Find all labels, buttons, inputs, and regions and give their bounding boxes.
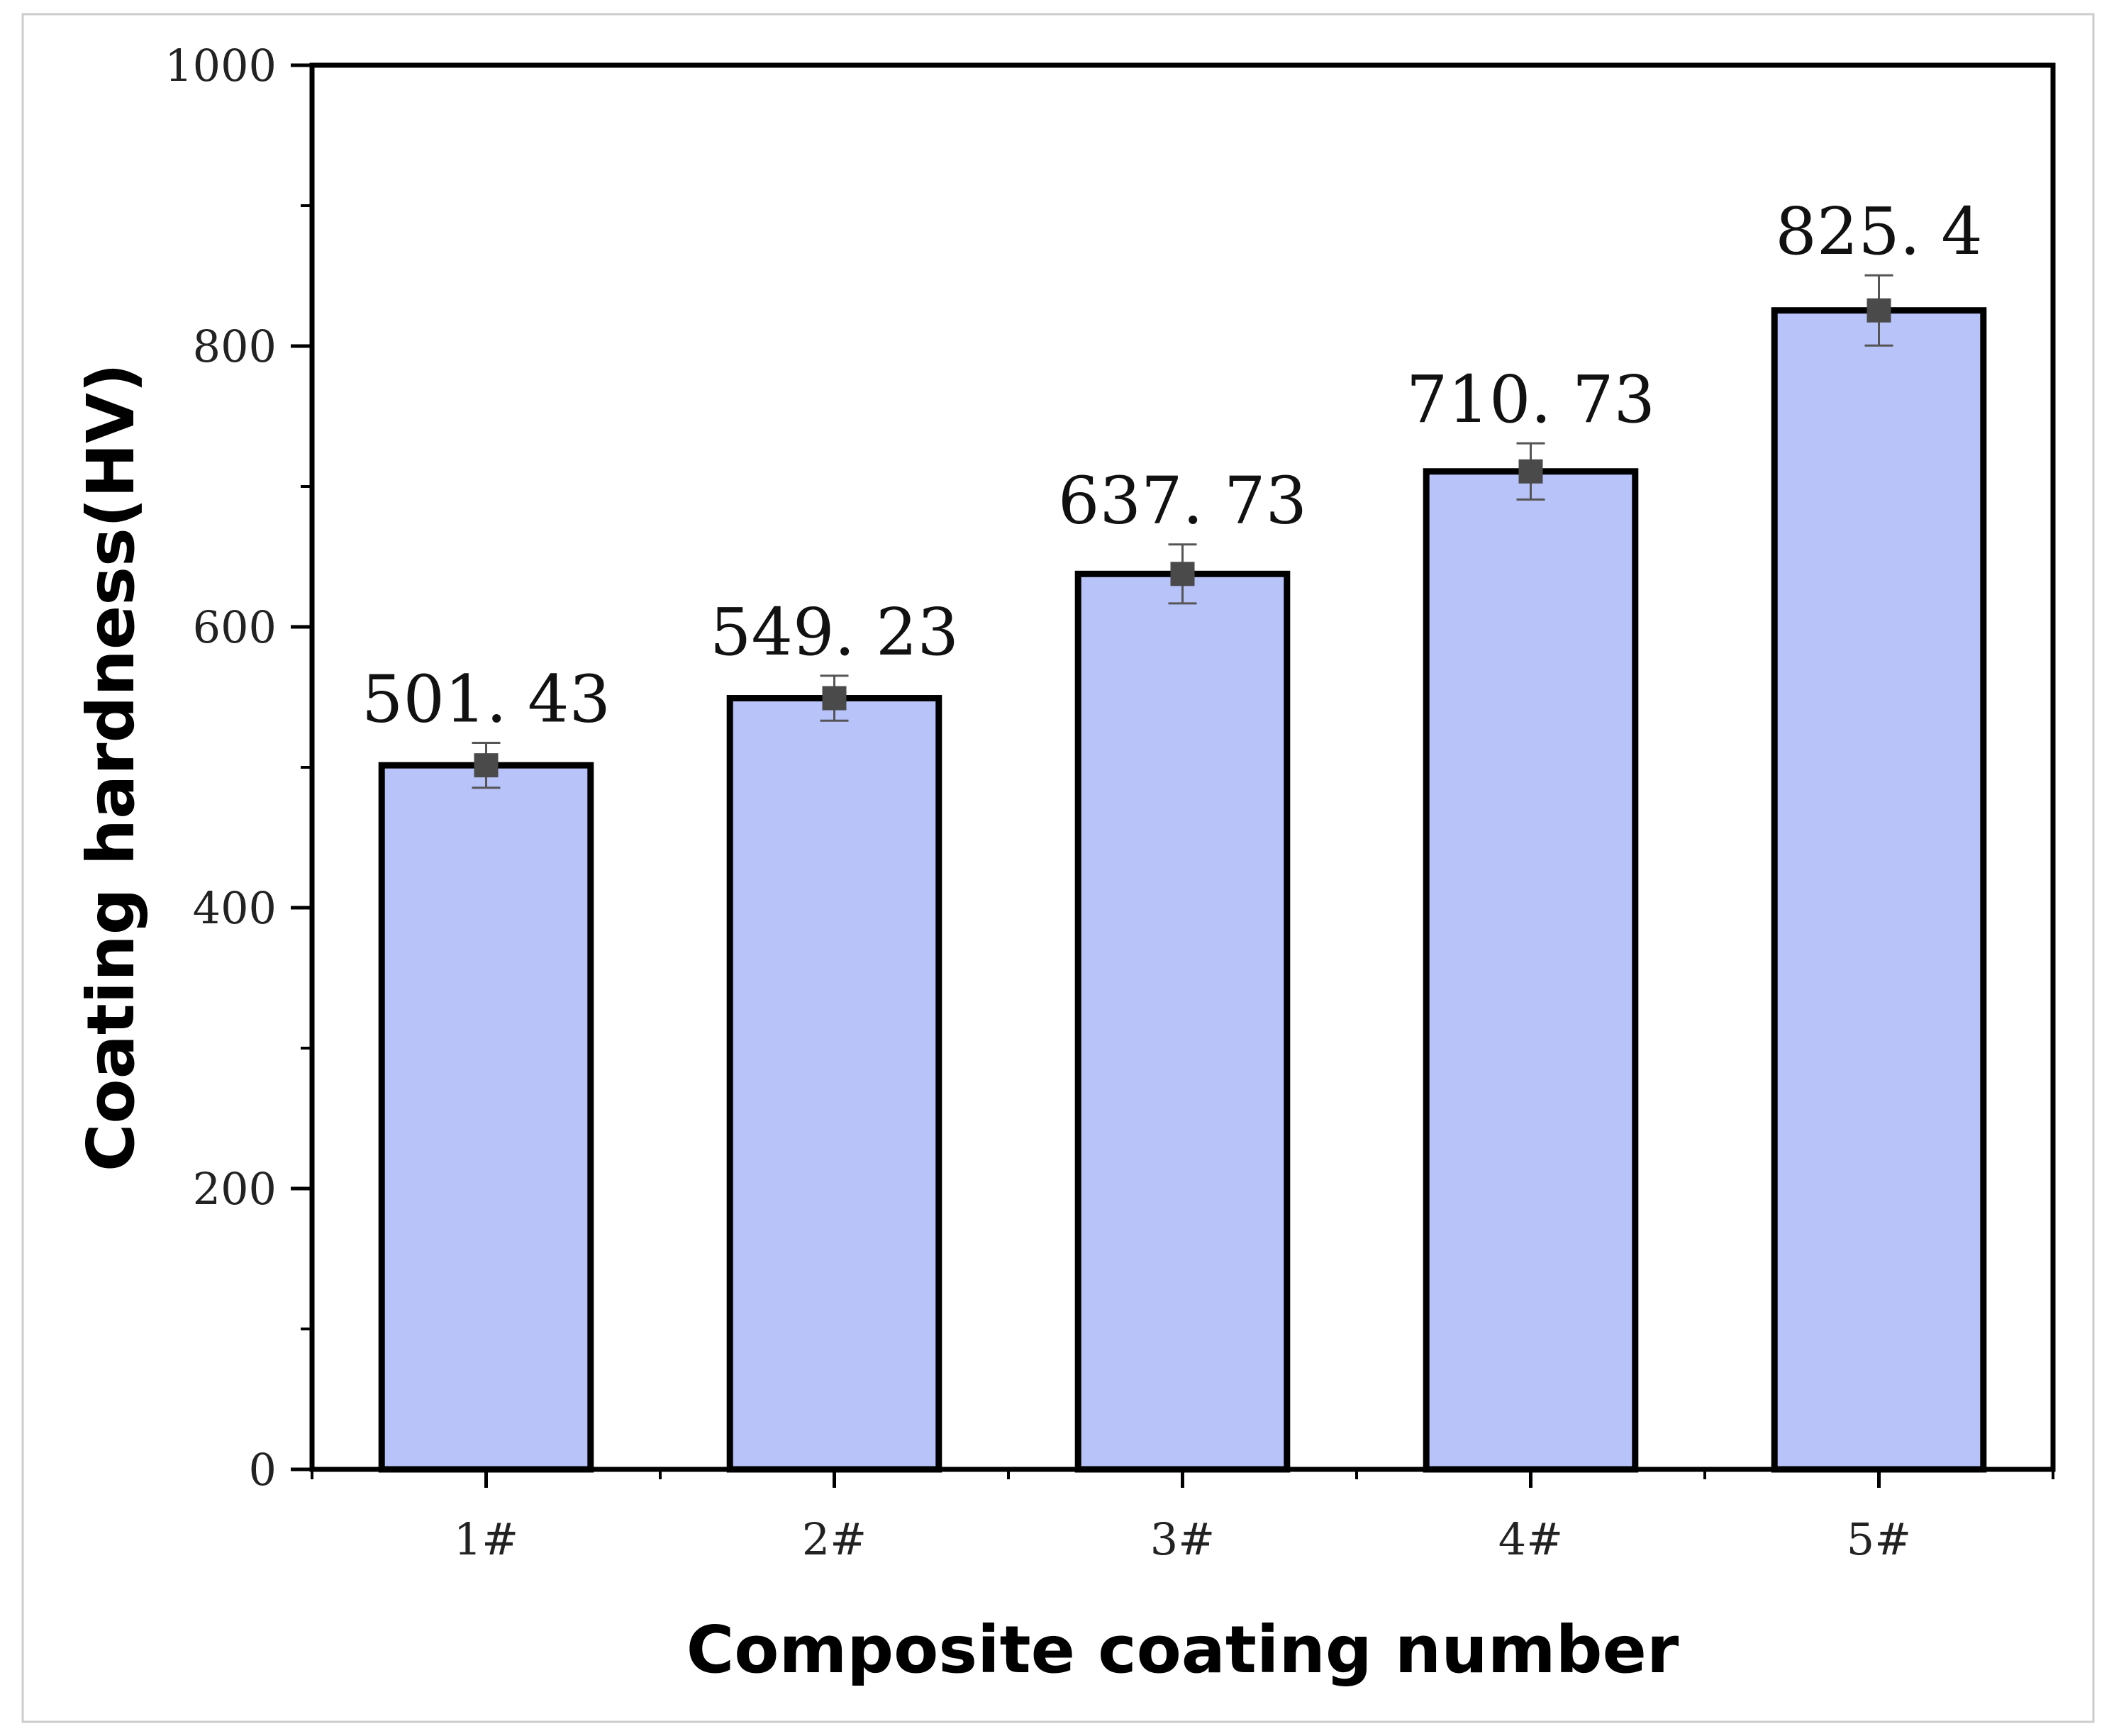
data-label-5: 825. 4 [1775, 194, 1983, 269]
x-tick-label-4: 4# [1498, 1513, 1563, 1565]
bar-4 [1423, 468, 1639, 1473]
bar-3 [1074, 570, 1291, 1473]
outer-border [21, 13, 2095, 1723]
data-label-3: 637. 73 [1058, 463, 1307, 539]
mean-marker-1 [474, 753, 499, 778]
bar-5 [1771, 307, 1987, 1473]
x-tick-label-2: 2# [802, 1513, 867, 1565]
x-tick-label-5: 5# [1847, 1513, 1911, 1565]
mean-marker-4 [1518, 459, 1543, 484]
mean-marker-5 [1867, 298, 1891, 323]
bar-2 [726, 695, 942, 1473]
y-tick-label-400: 400 [193, 882, 277, 934]
bar-1 [378, 762, 594, 1473]
x-tick-label-1: 1# [454, 1513, 518, 1565]
mean-marker-3 [1170, 562, 1195, 586]
y-tick-label-0: 0 [249, 1444, 277, 1496]
y-tick-label-600: 600 [193, 601, 277, 653]
y-tick-label-1000: 1000 [165, 40, 277, 91]
mean-marker-2 [822, 686, 847, 711]
y-tick-label-200: 200 [193, 1163, 277, 1215]
x-tick-label-3: 3# [1150, 1513, 1215, 1565]
data-label-2: 549. 23 [710, 594, 959, 670]
y-axis-title: Coating hardness(HV) [73, 363, 149, 1172]
y-tick-label-800: 800 [193, 321, 277, 372]
data-label-1: 501. 43 [362, 661, 611, 737]
data-label-4: 710. 73 [1406, 362, 1655, 438]
x-axis-title: Composite coating number [686, 1612, 1679, 1688]
